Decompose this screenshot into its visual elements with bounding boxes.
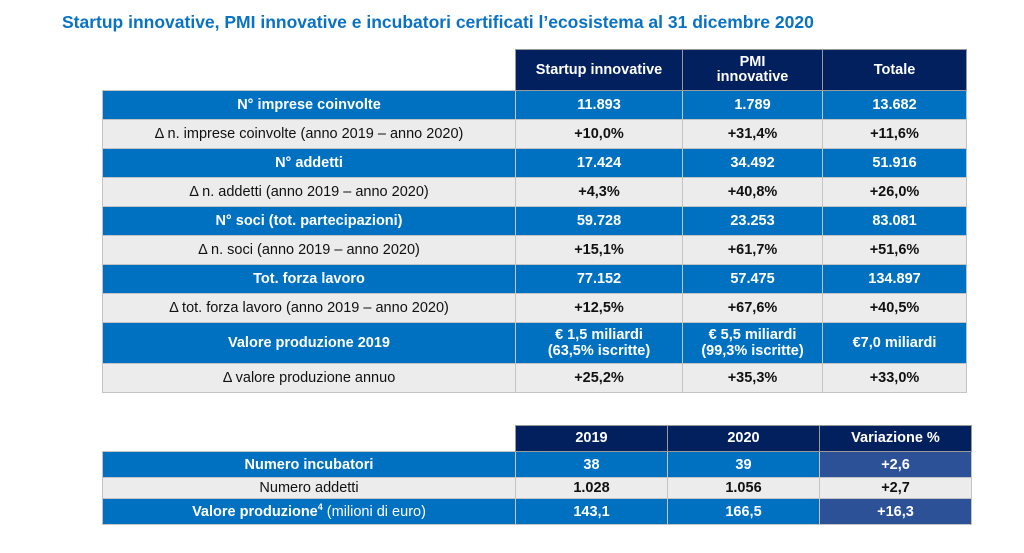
col-header-pmi: PMI innovative <box>682 49 823 91</box>
cell-pmi: 34.492 <box>682 148 823 178</box>
table-row: Numero addetti 1.028 1.056 +2,7 <box>102 477 972 499</box>
cell-pmi: +40,8% <box>682 177 823 207</box>
col-header-startup: Startup innovative <box>515 49 683 91</box>
cell-subvalue: (99,3% iscritte) <box>701 343 804 359</box>
cell-value: € 1,5 miliardi <box>555 327 643 343</box>
col-header-2019: 2019 <box>515 425 668 452</box>
cell-2019: 38 <box>515 451 668 478</box>
cell-pmi: € 5,5 miliardi (99,3% iscritte) <box>682 322 823 364</box>
incubators-table: 2019 2020 Variazione % Numero incubatori… <box>102 425 972 525</box>
cell-totale: +11,6% <box>822 119 967 149</box>
row-label: Tot. forza lavoro <box>102 264 516 294</box>
cell-startup: +4,3% <box>515 177 683 207</box>
cell-startup: +15,1% <box>515 235 683 265</box>
cell-2020: 1.056 <box>667 477 820 499</box>
row-label: N° soci (tot. partecipazioni) <box>102 206 516 236</box>
cell-2019: 143,1 <box>515 498 668 525</box>
row-label: Δ tot. forza lavoro (anno 2019 – anno 20… <box>102 293 516 323</box>
footnote-marker: 4 <box>317 501 323 512</box>
cell-startup: 77.152 <box>515 264 683 294</box>
cell-pmi: 57.475 <box>682 264 823 294</box>
table-row: Numero incubatori 38 39 +2,6 <box>102 451 972 478</box>
cell-variazione: +2,7 <box>819 477 972 499</box>
row-label: Valore produzione4 (milioni di euro) <box>102 498 516 525</box>
table-row: Valore produzione 2019 € 1,5 miliardi (6… <box>102 322 967 364</box>
table-header-row: Startup innovative PMI innovative Totale <box>102 49 967 91</box>
row-label: N° addetti <box>102 148 516 178</box>
table-row: N° imprese coinvolte 11.893 1.789 13.682 <box>102 90 967 120</box>
cell-totale: 83.081 <box>822 206 967 236</box>
table-row: N° soci (tot. partecipazioni) 59.728 23.… <box>102 206 967 236</box>
cell-variazione: +2,6 <box>819 451 972 478</box>
cell-pmi: +31,4% <box>682 119 823 149</box>
row-label: N° imprese coinvolte <box>102 90 516 120</box>
cell-startup: € 1,5 miliardi (63,5% iscritte) <box>515 322 683 364</box>
cell-value: € 5,5 miliardi <box>708 327 797 343</box>
cell-variazione: +16,3 <box>819 498 972 525</box>
cell-totale: +40,5% <box>822 293 967 323</box>
cell-startup: 17.424 <box>515 148 683 178</box>
cell-pmi: +35,3% <box>682 363 823 393</box>
row-label-text: Valore produzione <box>192 503 318 520</box>
col-header-2020: 2020 <box>667 425 820 452</box>
cell-totale: +33,0% <box>822 363 967 393</box>
cell-2020: 39 <box>667 451 820 478</box>
row-label: Numero incubatori <box>102 451 516 478</box>
cell-startup: +12,5% <box>515 293 683 323</box>
cell-startup: 11.893 <box>515 90 683 120</box>
cell-subvalue: (63,5% iscritte) <box>547 343 651 359</box>
table-row: Δ tot. forza lavoro (anno 2019 – anno 20… <box>102 293 967 323</box>
table-row: N° addetti 17.424 34.492 51.916 <box>102 148 967 178</box>
col-header-variazione: Variazione % <box>819 425 972 452</box>
row-label: Δ n. imprese coinvolte (anno 2019 – anno… <box>102 119 516 149</box>
table-row: Tot. forza lavoro 77.152 57.475 134.897 <box>102 264 967 294</box>
cell-startup: +25,2% <box>515 363 683 393</box>
row-label: Numero addetti <box>102 477 516 499</box>
cell-totale: +26,0% <box>822 177 967 207</box>
table-header-row: 2019 2020 Variazione % <box>102 425 972 452</box>
row-label: Valore produzione 2019 <box>102 322 516 364</box>
page-title: Startup innovative, PMI innovative e inc… <box>62 12 814 32</box>
col-header-pmi-text: PMI innovative <box>716 54 789 85</box>
cell-totale: 51.916 <box>822 148 967 178</box>
table-row: Δ n. addetti (anno 2019 – anno 2020) +4,… <box>102 177 967 207</box>
cell-pmi: +61,7% <box>682 235 823 265</box>
table-row: Δ n. soci (anno 2019 – anno 2020) +15,1%… <box>102 235 967 265</box>
cell-totale: €7,0 miliardi <box>822 322 967 364</box>
row-label: Δ valore produzione annuo <box>102 363 516 393</box>
table-row: Δ n. imprese coinvolte (anno 2019 – anno… <box>102 119 967 149</box>
cell-2020: 166,5 <box>667 498 820 525</box>
cell-pmi: +67,6% <box>682 293 823 323</box>
row-label-suffix: (milioni di euro) <box>326 503 426 520</box>
header-empty-cell <box>102 425 516 452</box>
cell-pmi: 1.789 <box>682 90 823 120</box>
cell-totale: 13.682 <box>822 90 967 120</box>
row-label: Δ n. soci (anno 2019 – anno 2020) <box>102 235 516 265</box>
cell-startup: 59.728 <box>515 206 683 236</box>
table-row: Valore produzione4 (milioni di euro) 143… <box>102 498 972 525</box>
cell-totale: 134.897 <box>822 264 967 294</box>
cell-startup: +10,0% <box>515 119 683 149</box>
cell-2019: 1.028 <box>515 477 668 499</box>
col-header-totale: Totale <box>822 49 967 91</box>
row-label: Δ n. addetti (anno 2019 – anno 2020) <box>102 177 516 207</box>
cell-totale: +51,6% <box>822 235 967 265</box>
header-empty-cell <box>102 49 516 91</box>
cell-pmi: 23.253 <box>682 206 823 236</box>
table-row: Δ valore produzione annuo +25,2% +35,3% … <box>102 363 967 393</box>
ecosystem-table: Startup innovative PMI innovative Totale … <box>102 49 967 393</box>
